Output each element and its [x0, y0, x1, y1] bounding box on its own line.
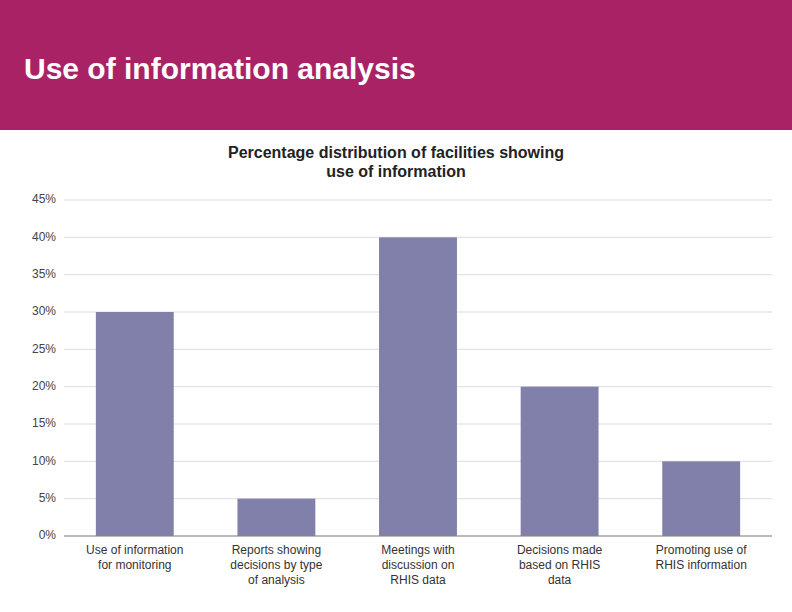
x-tick-label: Meetings withdiscussion onRHIS data: [381, 543, 454, 587]
chart: Use of information analysis Percentage di…: [0, 0, 792, 612]
bar: [96, 312, 174, 536]
subtitle: Percentage distribution of facilities sh…: [228, 144, 564, 180]
x-tick-label: Use of informationfor monitoring: [86, 543, 183, 572]
x-axis: [64, 536, 772, 537]
bar: [662, 461, 740, 536]
title: Use of information analysis: [24, 52, 416, 85]
y-tick-label: 15%: [32, 416, 56, 430]
y-tick-label: 25%: [32, 342, 56, 356]
bar: [237, 499, 315, 536]
grid-line: [64, 200, 772, 201]
y-tick-label: 40%: [32, 230, 56, 244]
bars: [96, 237, 740, 536]
bar: [521, 387, 599, 536]
bar: [379, 237, 457, 536]
y-tick-label: 30%: [32, 304, 56, 318]
banner-background: [0, 0, 792, 130]
x-tick-label: Reports showingdecisions by typeof analy…: [230, 543, 322, 587]
y-tick-label: 5%: [39, 491, 57, 505]
banner: Use of information analysis: [0, 0, 792, 130]
y-tick-label: 20%: [32, 379, 56, 393]
x-tick-label: Decisions madebased on RHISdata: [517, 543, 603, 587]
grid-line: [64, 536, 772, 537]
y-tick-label: 35%: [32, 267, 56, 281]
x-tick-label: Promoting use ofRHIS information: [656, 543, 748, 572]
y-tick-label: 0%: [39, 528, 57, 542]
y-tick-label: 10%: [32, 454, 56, 468]
y-tick-label: 45%: [32, 192, 56, 206]
chart-container: Use of information analysis Percentage di…: [0, 0, 792, 612]
grid: [64, 200, 772, 536]
